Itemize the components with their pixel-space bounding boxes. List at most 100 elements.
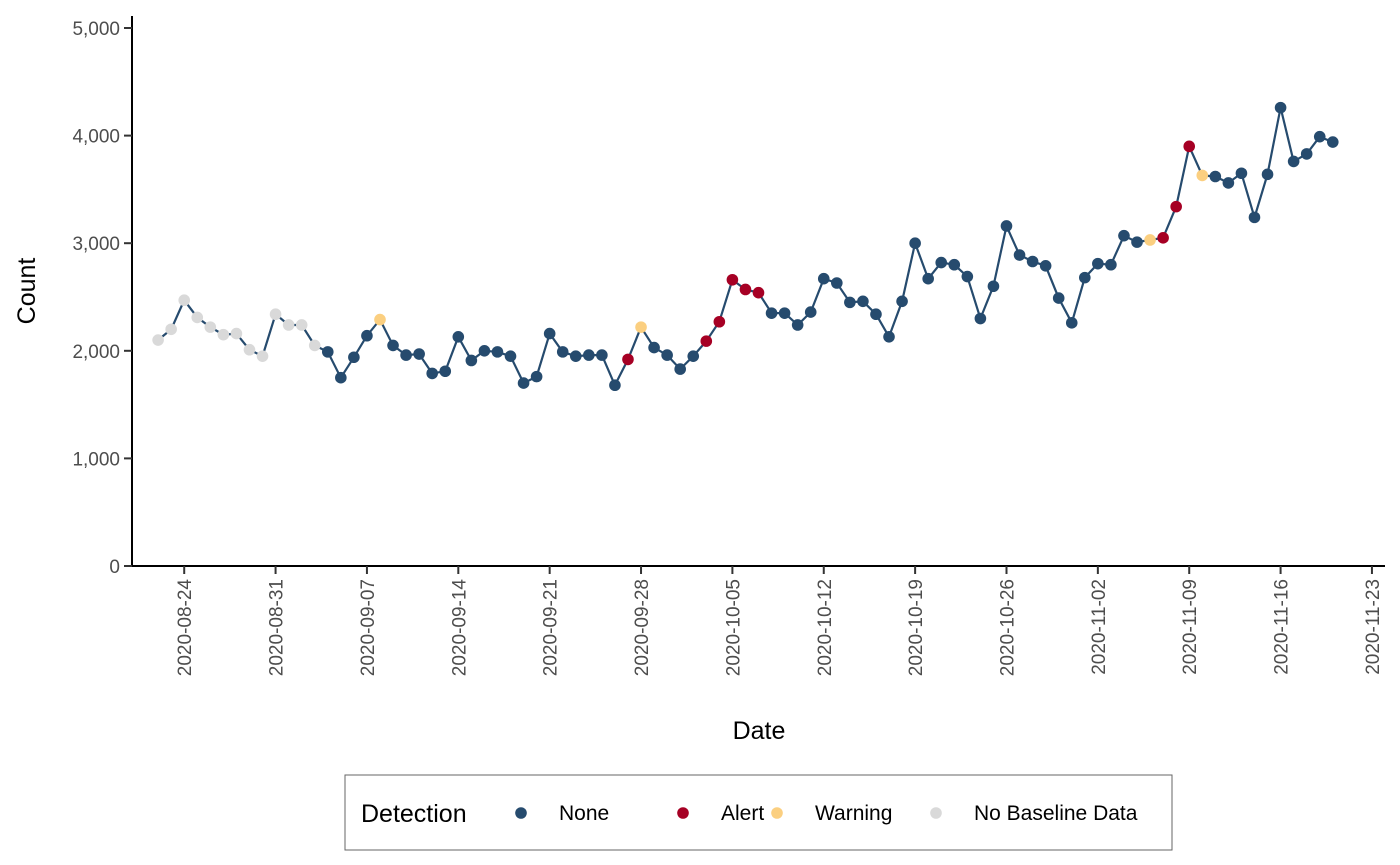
- data-point-none: [426, 367, 438, 380]
- data-point-nobase: [282, 319, 295, 331]
- legend-label-alert: Alert: [721, 802, 764, 825]
- legend-key-alert: [677, 807, 689, 819]
- data-point-none: [674, 363, 686, 375]
- data-point-nobase: [256, 350, 269, 362]
- data-point-none: [765, 307, 778, 319]
- legend-label-nobase: No Baseline Data: [974, 802, 1138, 825]
- data-point-none: [1313, 130, 1326, 143]
- y-tick-label: 2,000: [72, 342, 120, 363]
- data-point-none: [1326, 136, 1339, 148]
- data-point-nobase: [152, 334, 164, 346]
- data-point-none: [935, 256, 948, 269]
- data-point-none: [909, 237, 921, 249]
- data-point-nobase: [204, 321, 217, 333]
- data-point-none: [543, 327, 556, 340]
- data-point-alert: [726, 273, 739, 286]
- data-point-none: [1039, 259, 1052, 272]
- x-axis-title: Date: [733, 717, 786, 745]
- data-point-none: [1131, 236, 1143, 248]
- data-point-alert: [1183, 140, 1196, 153]
- data-point-none: [1079, 271, 1091, 284]
- data-point-none: [974, 312, 987, 325]
- data-point-none: [361, 329, 373, 342]
- data-point-none: [1222, 177, 1235, 189]
- data-point-none: [400, 349, 412, 361]
- data-point-none: [569, 350, 582, 362]
- legend-key-warning: [771, 807, 783, 819]
- x-tick-label: 2020-10-19: [906, 579, 927, 676]
- data-point-nobase: [217, 328, 230, 341]
- data-point-none: [987, 280, 1000, 293]
- data-point-none: [831, 277, 843, 289]
- data-point-warning: [635, 321, 647, 333]
- data-point-warning: [374, 313, 386, 326]
- data-point-none: [583, 349, 595, 361]
- data-point-none: [1052, 292, 1065, 304]
- data-point-none: [1248, 211, 1261, 224]
- y-axis: 0 1,000 2,000 3,000 4,000 5,000: [72, 16, 133, 578]
- data-point-none: [465, 354, 478, 367]
- data-point-none: [530, 370, 543, 383]
- data-point-nobase: [191, 311, 204, 324]
- data-point-none: [1118, 229, 1130, 242]
- y-tick-label: 1,000: [72, 449, 120, 470]
- data-point-none: [1235, 167, 1248, 180]
- data-point-none: [321, 346, 334, 358]
- data-point-none: [922, 272, 934, 285]
- data-point-none: [804, 306, 817, 318]
- data-point-nobase: [295, 319, 308, 331]
- data-point-alert: [622, 353, 634, 366]
- data-point-alert: [700, 335, 713, 347]
- data-point-none: [1209, 170, 1222, 183]
- data-point-none: [452, 331, 465, 343]
- series: [152, 101, 1339, 392]
- data-point-alert: [713, 315, 726, 328]
- data-point-none: [791, 319, 804, 331]
- data-point-alert: [1170, 200, 1182, 213]
- data-point-none: [478, 345, 491, 357]
- data-point-nobase: [178, 294, 191, 307]
- data-point-none: [661, 349, 673, 361]
- x-tick-label: 2020-11-16: [1272, 579, 1293, 675]
- x-tick-label: 2020-10-26: [997, 579, 1018, 676]
- data-point-none: [1092, 257, 1104, 270]
- data-point-none: [844, 296, 856, 309]
- data-point-none: [504, 350, 517, 362]
- data-point-none: [1026, 255, 1039, 268]
- data-point-none: [517, 377, 530, 389]
- data-point-warning: [1196, 169, 1209, 182]
- y-tick-label: 4,000: [72, 127, 120, 148]
- data-point-alert: [752, 286, 765, 299]
- data-point-nobase: [243, 343, 256, 356]
- data-point-alert: [1157, 232, 1169, 244]
- data-point-none: [1013, 249, 1026, 261]
- x-tick-label: 2020-11-02: [1089, 579, 1110, 675]
- data-point-none: [387, 339, 399, 352]
- x-tick-label: 2020-10-12: [815, 579, 836, 676]
- x-tick-label: 2020-09-21: [541, 579, 562, 676]
- data-point-none: [609, 379, 621, 392]
- x-tick-label: 2020-11-09: [1180, 579, 1201, 675]
- x-tick-label: 2020-08-31: [267, 579, 288, 676]
- y-tick-label: 0: [109, 557, 120, 578]
- legend: Detection None Alert Warning No Baseline Da…: [344, 774, 1173, 851]
- data-point-none: [1105, 258, 1117, 271]
- data-point-none: [961, 270, 974, 283]
- legend-label-none: None: [559, 802, 609, 825]
- data-point-none: [335, 371, 347, 384]
- data-point-warning: [1144, 234, 1156, 246]
- legend-key-nobase: [930, 807, 942, 819]
- data-point-none: [870, 308, 882, 321]
- x-tick-label: 2020-10-05: [723, 579, 744, 676]
- data-point-none: [1065, 317, 1078, 329]
- data-point-nobase: [269, 308, 282, 321]
- x-tick-label: 2020-09-07: [358, 579, 379, 676]
- data-point-none: [896, 295, 908, 308]
- data-point-nobase: [165, 323, 177, 336]
- data-point-none: [817, 272, 830, 285]
- data-point-none: [596, 349, 608, 361]
- y-tick-label: 3,000: [72, 234, 120, 255]
- data-point-nobase: [308, 339, 321, 352]
- legend-key-none: [515, 807, 527, 819]
- x-tick-label: 2020-09-14: [449, 579, 470, 677]
